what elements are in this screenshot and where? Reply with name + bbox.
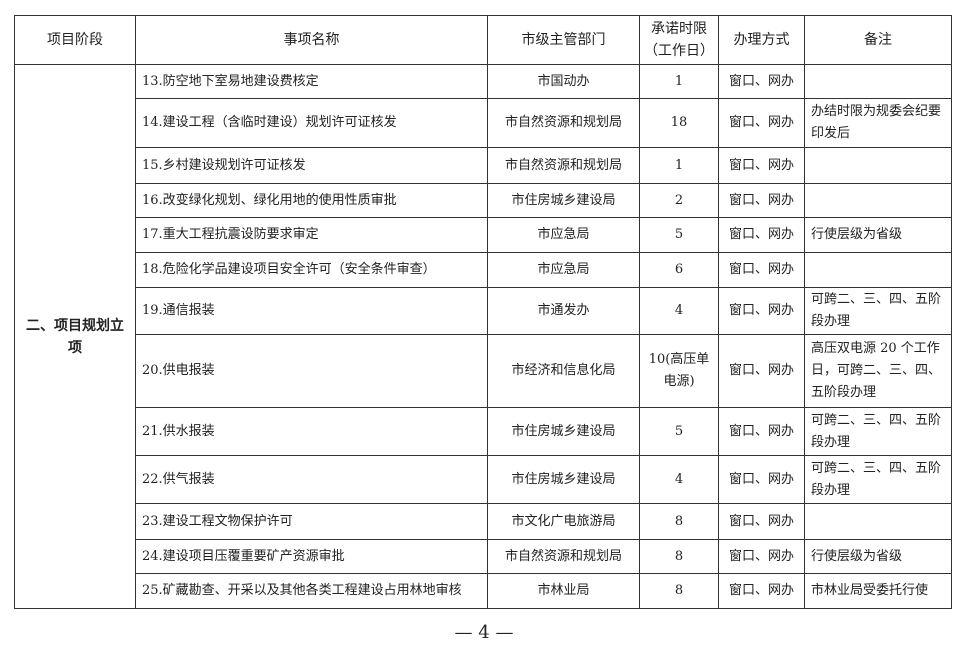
department: 市国动办 <box>487 64 640 99</box>
table-row: 22.供气报装 市住房城乡建设局 4 窗口、网办 可跨二、三、四、五阶段办理 <box>15 455 952 504</box>
table-row: 18.危险化学品建设项目安全许可（安全条件审查） 市应急局 6 窗口、网办 <box>15 252 952 288</box>
time-limit: 1 <box>639 64 719 99</box>
note: 可跨二、三、四、五阶段办理 <box>804 287 952 335</box>
department: 市文化广电旅游局 <box>487 503 640 540</box>
method: 窗口、网办 <box>718 183 805 218</box>
item-name: 24.建设项目压覆重要矿产资源审批 <box>135 539 488 574</box>
header-method: 办理方式 <box>718 15 805 65</box>
note <box>804 183 952 218</box>
method: 窗口、网办 <box>718 252 805 288</box>
note <box>804 503 952 540</box>
header-note: 备注 <box>804 15 952 65</box>
note <box>804 64 952 99</box>
department: 市自然资源和规划局 <box>487 539 640 574</box>
item-name: 14.建设工程（含临时建设）规划许可证核发 <box>135 98 488 148</box>
table-row: 17.重大工程抗震设防要求审定 市应急局 5 窗口、网办 行使层级为省级 <box>15 217 952 253</box>
department: 市通发办 <box>487 287 640 335</box>
time-limit: 1 <box>639 147 719 184</box>
method: 窗口、网办 <box>718 287 805 335</box>
table-row: 21.供水报装 市住房城乡建设局 5 窗口、网办 可跨二、三、四、五阶段办理 <box>15 407 952 456</box>
department: 市住房城乡建设局 <box>487 455 640 504</box>
table-row: 25.矿藏勘查、开采以及其他各类工程建设占用林地审核 市林业局 8 窗口、网办 市林业局… <box>15 573 952 609</box>
time-limit: 18 <box>639 98 719 148</box>
time-limit: 8 <box>639 539 719 574</box>
time-limit: 10(高压单电源) <box>639 334 719 408</box>
table-row: 20.供电报装 市经济和信息化局 10(高压单电源) 窗口、网办 高压双电源 20 个工… <box>15 334 952 408</box>
method: 窗口、网办 <box>718 334 805 408</box>
method: 窗口、网办 <box>718 407 805 456</box>
note <box>804 147 952 184</box>
table-row: 14.建设工程（含临时建设）规划许可证核发 市自然资源和规划局 18 窗口、网办 办结时… <box>15 98 952 148</box>
table-row: 16.改变绿化规划、绿化用地的使用性质审批 市住房城乡建设局 2 窗口、网办 <box>15 183 952 218</box>
method: 窗口、网办 <box>718 539 805 574</box>
item-name: 25.矿藏勘查、开采以及其他各类工程建设占用林地审核 <box>135 573 488 609</box>
note: 行使层级为省级 <box>804 539 952 574</box>
header-item-name: 事项名称 <box>135 15 488 65</box>
method: 窗口、网办 <box>718 147 805 184</box>
note: 市林业局受委托行使 <box>804 573 952 609</box>
method: 窗口、网办 <box>718 217 805 253</box>
department: 市住房城乡建设局 <box>487 407 640 456</box>
item-name: 21.供水报装 <box>135 407 488 456</box>
time-limit: 4 <box>639 287 719 335</box>
note: 高压双电源 20 个工作日，可跨二、三、四、五阶段办理 <box>804 334 952 408</box>
note: 行使层级为省级 <box>804 217 952 253</box>
department: 市林业局 <box>487 573 640 609</box>
department: 市自然资源和规划局 <box>487 147 640 184</box>
method: 窗口、网办 <box>718 573 805 609</box>
method: 窗口、网办 <box>718 64 805 99</box>
item-name: 23.建设工程文物保护许可 <box>135 503 488 540</box>
table-header-row: 项目阶段 事项名称 市级主管部门 承诺时限（工作日） 办理方式 备注 <box>14 15 952 65</box>
department: 市应急局 <box>487 252 640 288</box>
method: 窗口、网办 <box>718 98 805 148</box>
department: 市应急局 <box>487 217 640 253</box>
item-name: 19.通信报装 <box>135 287 488 335</box>
stage-cell: 二、项目规划立项 <box>14 64 136 609</box>
time-limit: 5 <box>639 217 719 253</box>
method: 窗口、网办 <box>718 455 805 504</box>
department: 市经济和信息化局 <box>487 334 640 408</box>
item-name: 17.重大工程抗震设防要求审定 <box>135 217 488 253</box>
time-limit: 5 <box>639 407 719 456</box>
table-row: 24.建设项目压覆重要矿产资源审批 市自然资源和规划局 8 窗口、网办 行使层级为省级 <box>15 539 952 574</box>
time-limit: 6 <box>639 252 719 288</box>
item-name: 15.乡村建设规划许可证核发 <box>135 147 488 184</box>
header-stage: 项目阶段 <box>14 15 136 65</box>
time-limit: 4 <box>639 455 719 504</box>
department: 市住房城乡建设局 <box>487 183 640 218</box>
table-row: 二、项目规划立项 13.防空地下室易地建设费核定 市国动办 1 窗口、网办 <box>14 64 952 609</box>
note: 可跨二、三、四、五阶段办理 <box>804 407 952 456</box>
table-row: 19.通信报装 市通发办 4 窗口、网办 可跨二、三、四、五阶段办理 <box>15 287 952 335</box>
item-name: 16.改变绿化规划、绿化用地的使用性质审批 <box>135 183 488 218</box>
item-name: 18.危险化学品建设项目安全许可（安全条件审查） <box>135 252 488 288</box>
note <box>804 252 952 288</box>
time-limit: 2 <box>639 183 719 218</box>
method: 窗口、网办 <box>718 503 805 540</box>
table-row: 23.建设工程文物保护许可 市文化广电旅游局 8 窗口、网办 <box>15 503 952 540</box>
note: 办结时限为规委会纪要印发后 <box>804 98 952 148</box>
time-limit: 8 <box>639 573 719 609</box>
item-name: 20.供电报装 <box>135 334 488 408</box>
header-time-limit: 承诺时限（工作日） <box>639 15 719 65</box>
table-row: 15.乡村建设规划许可证核发 市自然资源和规划局 1 窗口、网办 <box>15 147 952 184</box>
page-number: — 4 — <box>454 622 514 643</box>
department: 市自然资源和规划局 <box>487 98 640 148</box>
item-name: 13.防空地下室易地建设费核定 <box>135 64 488 99</box>
time-limit: 8 <box>639 503 719 540</box>
note: 可跨二、三、四、五阶段办理 <box>804 455 952 504</box>
item-name: 22.供气报装 <box>135 455 488 504</box>
approval-items-table: 项目阶段 事项名称 市级主管部门 承诺时限（工作日） 办理方式 备注 二、项目规… <box>14 15 952 609</box>
header-department: 市级主管部门 <box>487 15 640 65</box>
